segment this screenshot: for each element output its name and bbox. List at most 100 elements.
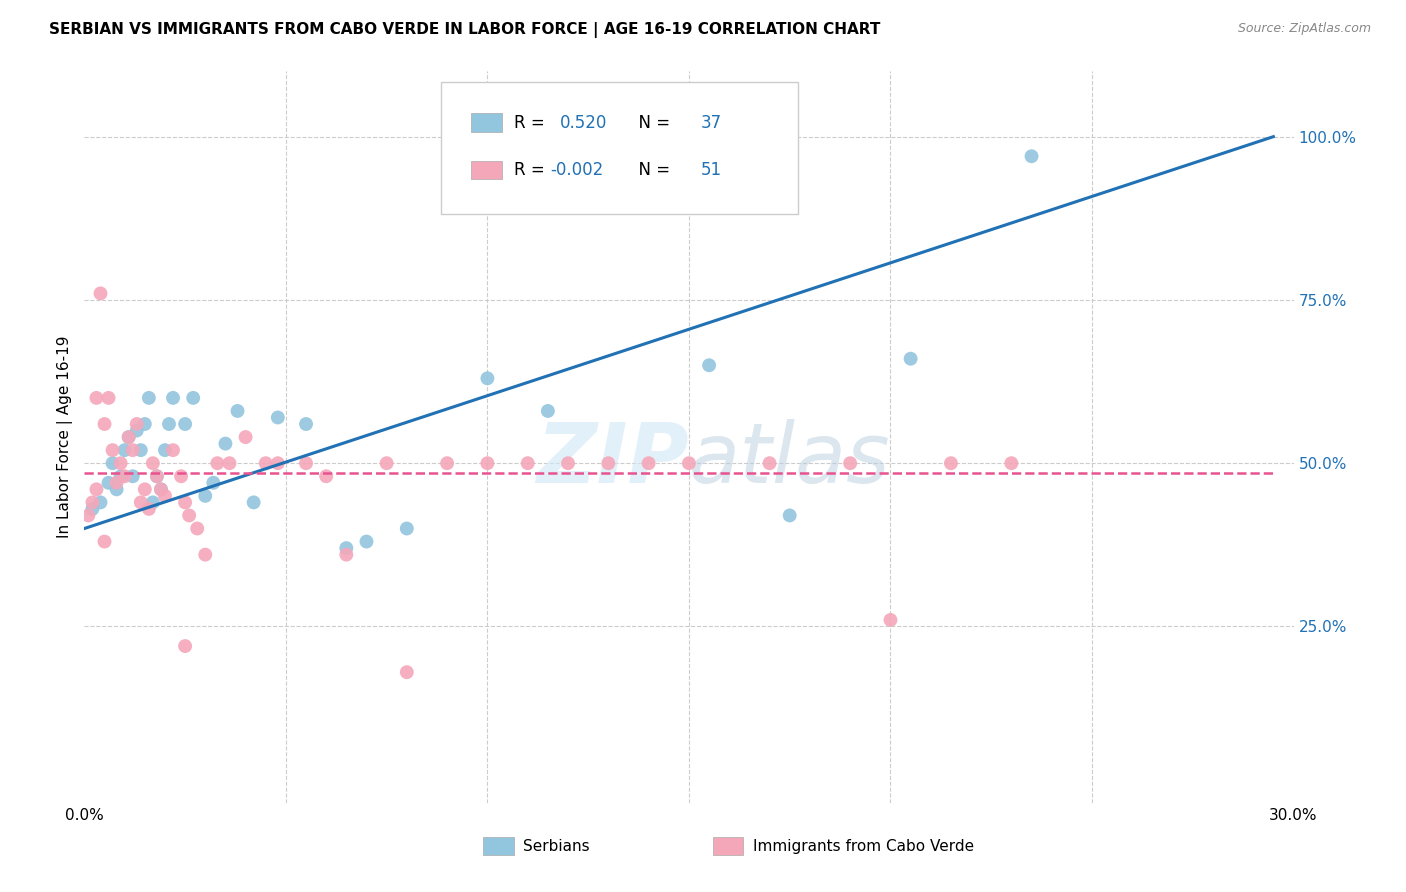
Point — [97, 391, 120, 405]
Point — [105, 483, 128, 497]
Point — [93, 417, 115, 431]
Point — [194, 489, 217, 503]
Point — [557, 456, 579, 470]
Point — [939, 456, 962, 470]
Point — [89, 495, 111, 509]
Y-axis label: In Labor Force | Age 16-19: In Labor Force | Age 16-19 — [58, 335, 73, 539]
Point — [110, 456, 132, 470]
Point — [315, 469, 337, 483]
Point — [138, 391, 160, 405]
Point — [839, 456, 862, 470]
Point — [110, 469, 132, 483]
Point — [105, 475, 128, 490]
Point — [758, 456, 780, 470]
Point — [598, 456, 620, 470]
Bar — [713, 838, 744, 855]
Point — [900, 351, 922, 366]
Point — [162, 391, 184, 405]
Text: R =: R = — [513, 113, 550, 131]
Point — [118, 430, 141, 444]
Point — [129, 495, 152, 509]
Point — [134, 483, 156, 497]
Point — [101, 443, 124, 458]
Point — [395, 521, 418, 535]
Text: N =: N = — [628, 161, 676, 179]
Text: Source: ZipAtlas.com: Source: ZipAtlas.com — [1237, 22, 1371, 36]
Bar — [471, 113, 502, 132]
Point — [879, 613, 901, 627]
Point — [97, 475, 120, 490]
Point — [267, 456, 290, 470]
Text: 37: 37 — [702, 113, 723, 131]
FancyBboxPatch shape — [441, 82, 797, 214]
Point — [697, 358, 720, 372]
Point — [118, 430, 141, 444]
Point — [86, 483, 108, 497]
Point — [181, 391, 204, 405]
Point — [114, 443, 136, 458]
Point — [356, 534, 378, 549]
Point — [146, 469, 169, 483]
Point — [179, 508, 201, 523]
Point — [134, 417, 156, 431]
Point — [149, 483, 172, 497]
Text: ZIP: ZIP — [536, 418, 689, 500]
Point — [267, 410, 290, 425]
Bar — [471, 161, 502, 179]
Point — [194, 548, 217, 562]
Point — [86, 391, 108, 405]
Point — [226, 404, 249, 418]
Point — [207, 456, 229, 470]
Point — [537, 404, 560, 418]
Point — [101, 456, 124, 470]
Point — [218, 456, 240, 470]
Point — [125, 424, 148, 438]
Point — [1021, 149, 1043, 163]
Text: N =: N = — [628, 113, 676, 131]
Point — [142, 495, 165, 509]
Point — [121, 443, 143, 458]
Text: R =: R = — [513, 161, 550, 179]
Point — [153, 443, 176, 458]
Point — [1000, 456, 1022, 470]
Point — [779, 508, 801, 523]
Point — [202, 475, 225, 490]
Text: atlas: atlas — [689, 418, 890, 500]
Point — [186, 521, 208, 535]
Point — [153, 489, 176, 503]
Text: SERBIAN VS IMMIGRANTS FROM CABO VERDE IN LABOR FORCE | AGE 16-19 CORRELATION CHA: SERBIAN VS IMMIGRANTS FROM CABO VERDE IN… — [49, 22, 880, 38]
Point — [93, 534, 115, 549]
Point — [174, 495, 197, 509]
Point — [295, 417, 318, 431]
Point — [395, 665, 418, 680]
Point — [89, 286, 111, 301]
Point — [637, 456, 659, 470]
Point — [170, 469, 193, 483]
Text: Immigrants from Cabo Verde: Immigrants from Cabo Verde — [754, 838, 974, 854]
Point — [516, 456, 538, 470]
Point — [477, 371, 499, 385]
Point — [77, 508, 100, 523]
Point — [678, 456, 700, 470]
Point — [82, 495, 104, 509]
Point — [114, 469, 136, 483]
Point — [477, 456, 499, 470]
Point — [335, 541, 357, 555]
Text: Serbians: Serbians — [523, 838, 591, 854]
Point — [138, 502, 160, 516]
Point — [235, 430, 257, 444]
Point — [142, 456, 165, 470]
Point — [129, 443, 152, 458]
Bar — [484, 838, 513, 855]
Point — [214, 436, 236, 450]
Point — [174, 639, 197, 653]
Point — [162, 443, 184, 458]
Point — [375, 456, 398, 470]
Point — [295, 456, 318, 470]
Point — [146, 469, 169, 483]
Text: -0.002: -0.002 — [550, 161, 603, 179]
Point — [157, 417, 180, 431]
Text: 51: 51 — [702, 161, 723, 179]
Point — [149, 483, 172, 497]
Point — [436, 456, 458, 470]
